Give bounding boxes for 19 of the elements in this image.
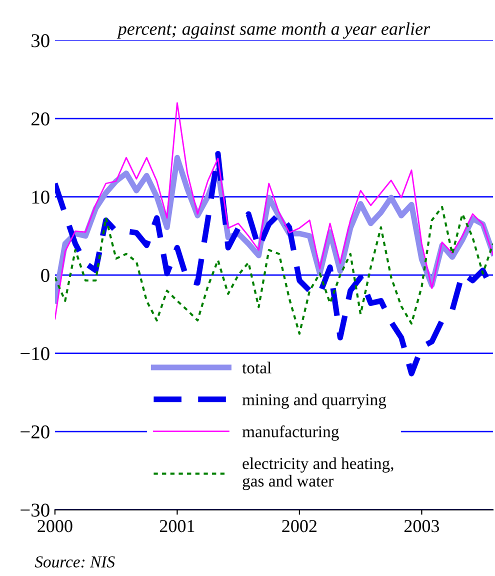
x-tick-label: 2002 <box>282 520 317 532</box>
line-series <box>54 102 494 320</box>
y-tick-label: 20 <box>31 112 50 126</box>
x-tick-label: 2000 <box>38 520 72 532</box>
y-tick-label: −10 <box>20 347 50 360</box>
x-tick-label: 2001 <box>160 520 194 532</box>
chart-subtitle: percent; against same month a year earlier <box>116 22 430 39</box>
y-tick-label: 0 <box>41 268 50 282</box>
source-note: Source: NIS <box>34 556 115 568</box>
line-series <box>54 206 494 335</box>
y-tick-label: −30 <box>20 504 50 517</box>
legend-label: total <box>242 362 272 374</box>
legend-label: manufacturing <box>242 425 339 441</box>
legend-label: electricity and heating, gas and water <box>242 457 394 490</box>
x-tick-label: 2003 <box>404 520 440 532</box>
legend-label: mining and quarrying <box>242 394 386 409</box>
y-tick-label: −20 <box>20 425 50 438</box>
y-tick-label: 10 <box>32 190 50 204</box>
y-tick-label: 30 <box>32 34 50 48</box>
